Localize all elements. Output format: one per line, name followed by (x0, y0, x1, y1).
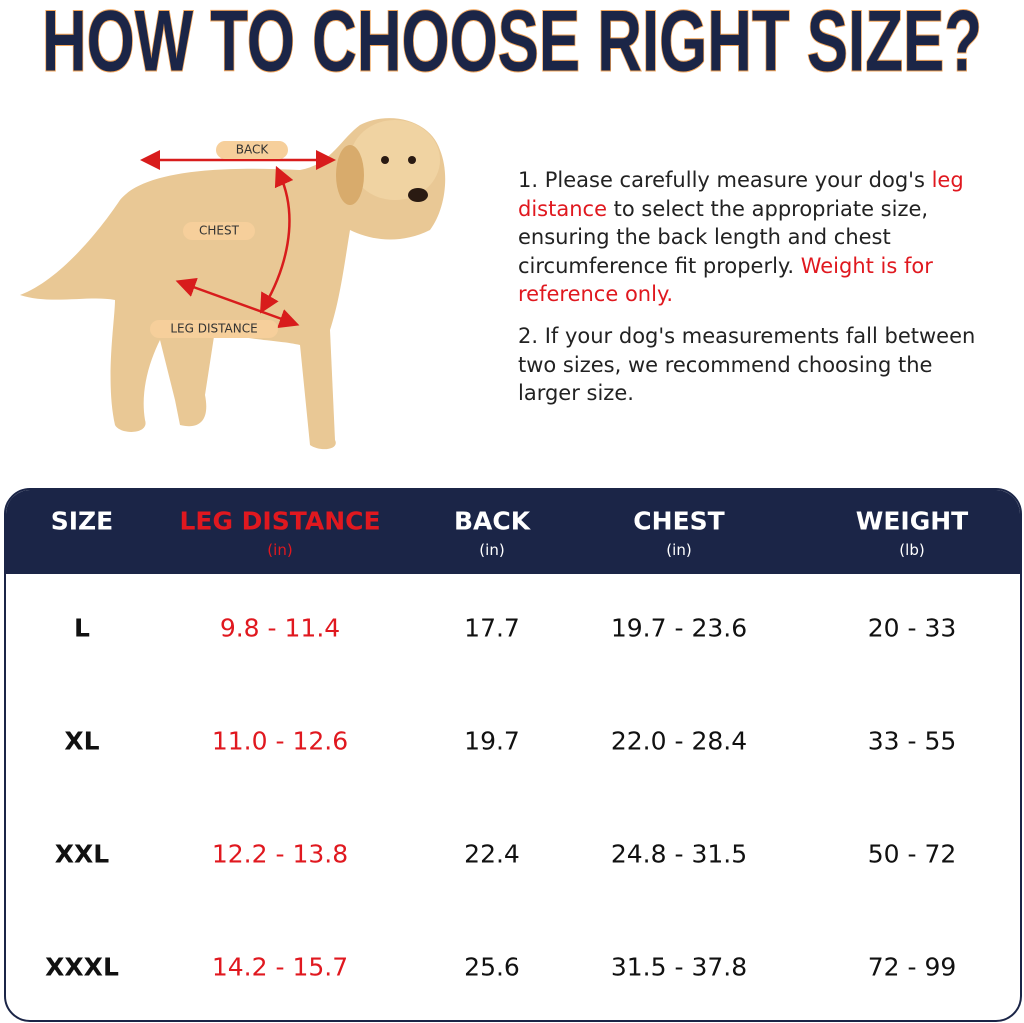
diagram-label: LEG DISTANCE (170, 322, 257, 336)
table-cell: 19.7 (464, 726, 520, 756)
table-cell: 31.5 - 37.8 (610, 952, 748, 982)
column-unit: (in) (666, 541, 692, 559)
table-cell: 20 - 33 (867, 613, 957, 643)
column-unit: (lb) (899, 541, 925, 559)
table-header (6, 490, 1020, 574)
table-cell: 22.4 (464, 839, 520, 869)
note-text: 1. Please carefully measure your dog's (518, 168, 932, 192)
column-header: BACK (453, 506, 531, 536)
size-cell: XL (64, 726, 100, 756)
column-unit: (in) (479, 541, 505, 559)
dog (20, 118, 446, 450)
diagram-label: BACK (236, 143, 270, 157)
table-cell: 17.7 (464, 613, 520, 643)
table-cell: 33 - 55 (867, 726, 957, 756)
diagram-label: CHEST (199, 224, 240, 238)
table-cell: 19.7 - 23.6 (610, 613, 748, 643)
column-header: CHEST (633, 506, 725, 536)
table-cell: 22.0 - 28.4 (610, 726, 748, 756)
table-cell: 72 - 99 (867, 952, 957, 982)
note-text: leg distance (518, 168, 964, 221)
size-cell: L (74, 613, 90, 643)
size-cell: XXXL (45, 952, 119, 982)
column-header: WEIGHT (855, 506, 969, 536)
note-text: 2. If your dog's measurements fall betwe… (518, 324, 976, 405)
column-header: LEG DISTANCE (179, 506, 381, 536)
size-cell: XXL (54, 839, 110, 869)
table-cell: 11.0 - 12.6 (211, 726, 349, 756)
note-text: Weight is for reference only. (518, 253, 933, 307)
table-cell: 14.2 - 15.7 (211, 952, 349, 982)
table-cell: 9.8 - 11.4 (219, 613, 341, 643)
column-unit: (in) (267, 541, 293, 559)
size-table: SIZE LEG DISTANCE (in) BACK (in) CHEST (in) WEI… (4, 488, 1022, 1022)
table-cell: 24.8 - 31.5 (610, 839, 748, 869)
column-header: SIZE (50, 506, 114, 536)
table-cell: 50 - 72 (867, 839, 957, 869)
note: 1. Please carefully measure your dog's l… (518, 166, 998, 309)
table-cell: 12.2 - 13.8 (211, 839, 349, 869)
table-cell: 25.6 (464, 952, 520, 982)
note-text: to select the appropriate size, ensuring… (518, 196, 929, 278)
note: 2. If your dog's measurements fall betwe… (518, 322, 998, 408)
illustration: HOW TO CHOOSE RIGHT SIZE? BACK CHEST LEG… (20, 0, 983, 450)
title: HOW TO CHOOSE RIGHT SIZE? (42, 0, 982, 90)
